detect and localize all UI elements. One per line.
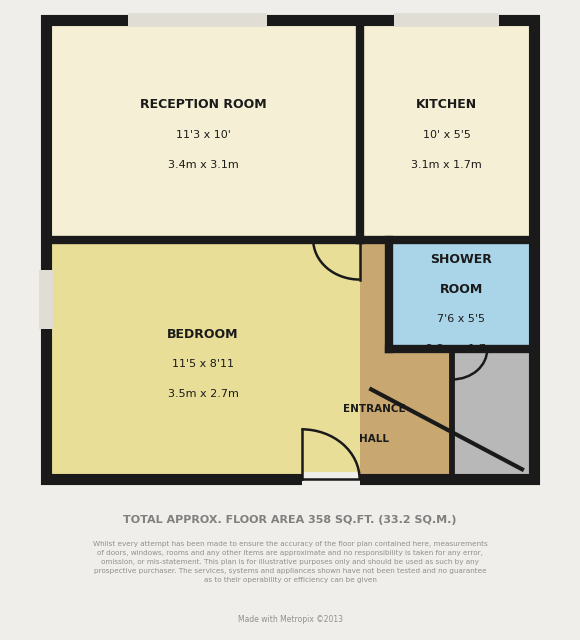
Bar: [46, 20, 534, 479]
Text: 11'5 x 8'11: 11'5 x 8'11: [172, 360, 234, 369]
Text: 7'6 x 5'5: 7'6 x 5'5: [437, 314, 485, 324]
Text: SHOWER: SHOWER: [430, 253, 492, 266]
Text: 2.3m x 1.7m: 2.3m x 1.7m: [426, 344, 496, 355]
Text: Whilst every attempt has been made to ensure the accuracy of the floor plan cont: Whilst every attempt has been made to en…: [93, 541, 487, 583]
Text: RECEPTION ROOM: RECEPTION ROOM: [140, 99, 266, 111]
Text: 10' x 5'5: 10' x 5'5: [423, 130, 470, 140]
Text: ENTRANCE: ENTRANCE: [343, 404, 405, 414]
Text: HALL: HALL: [359, 435, 389, 444]
Bar: [46, 20, 360, 239]
Bar: [46, 239, 360, 479]
Text: BEDROOM: BEDROOM: [167, 328, 239, 341]
Text: KITCHEN: KITCHEN: [416, 99, 477, 111]
Bar: [360, 20, 534, 239]
Text: 3.4m x 3.1m: 3.4m x 3.1m: [168, 160, 238, 170]
Bar: [360, 239, 534, 479]
Text: 3.1m x 1.7m: 3.1m x 1.7m: [411, 160, 482, 170]
Text: ROOM: ROOM: [440, 283, 483, 296]
Bar: [452, 349, 534, 479]
Text: 3.5m x 2.7m: 3.5m x 2.7m: [168, 389, 238, 399]
Text: TOTAL APPROX. FLOOR AREA 358 SQ.FT. (33.2 SQ.M.): TOTAL APPROX. FLOOR AREA 358 SQ.FT. (33.…: [123, 515, 457, 525]
Text: 11'3 x 10': 11'3 x 10': [176, 130, 230, 140]
Bar: [389, 239, 534, 349]
Text: Made with Metropix ©2013: Made with Metropix ©2013: [237, 615, 343, 624]
